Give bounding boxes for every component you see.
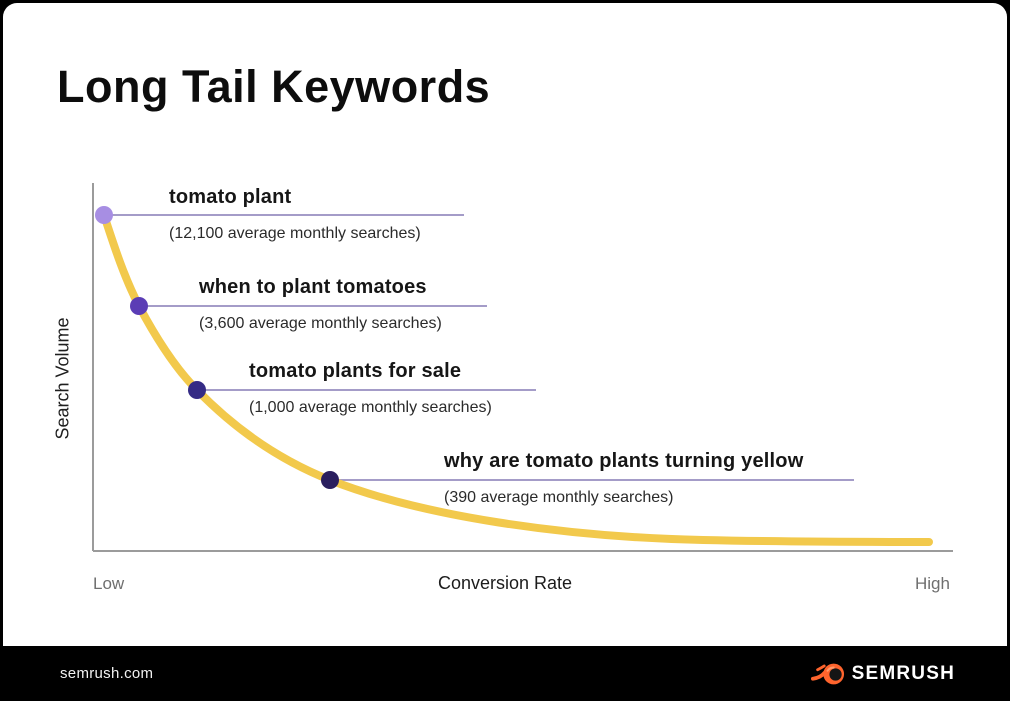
- semrush-logo-icon: [810, 663, 844, 684]
- y-axis-title-wrap: Search Volume: [41, 285, 85, 471]
- footer-bar: semrush.com SEMRUSH: [0, 646, 1010, 701]
- keyword-label-when-to-plant-tomatoes: when to plant tomatoes: [199, 276, 427, 298]
- keyword-label-tomato-plants-for-sale: tomato plants for sale: [249, 360, 462, 382]
- x-axis-tick-high: High: [915, 574, 950, 593]
- long-tail-curve-chart: [92, 183, 953, 552]
- keyword-label-turning-yellow: why are tomato plants turning yellow: [444, 450, 804, 472]
- data-point-tomato-plants-for-sale: [188, 381, 206, 399]
- data-point-when-to-plant-tomatoes: [130, 297, 148, 315]
- footer-site-url: semrush.com: [60, 665, 154, 682]
- semrush-brand-name: SEMRUSH: [851, 662, 955, 684]
- keyword-searches-when-to-plant-tomatoes: (3,600 average monthly searches): [199, 315, 442, 332]
- keyword-searches-turning-yellow: (390 average monthly searches): [444, 489, 674, 506]
- keyword-label-tomato-plant: tomato plant: [169, 186, 292, 208]
- x-axis-title: Conversion Rate: [437, 573, 573, 593]
- keyword-searches-tomato-plants-for-sale: (1,000 average monthly searches): [249, 399, 492, 416]
- y-axis-title: Search Volume: [52, 316, 73, 440]
- page-title: Long Tail Keywords: [57, 61, 491, 112]
- keyword-searches-tomato-plant: (12,100 average monthly searches): [169, 225, 421, 242]
- data-point-turning-yellow: [321, 471, 339, 489]
- semrush-brand-lockup: SEMRUSH: [810, 661, 955, 687]
- infographic-card: Long Tail Keywords tomato plant (12,100 …: [3, 3, 1007, 646]
- x-axis-tick-low: Low: [93, 574, 125, 593]
- data-point-tomato-plant: [95, 206, 113, 224]
